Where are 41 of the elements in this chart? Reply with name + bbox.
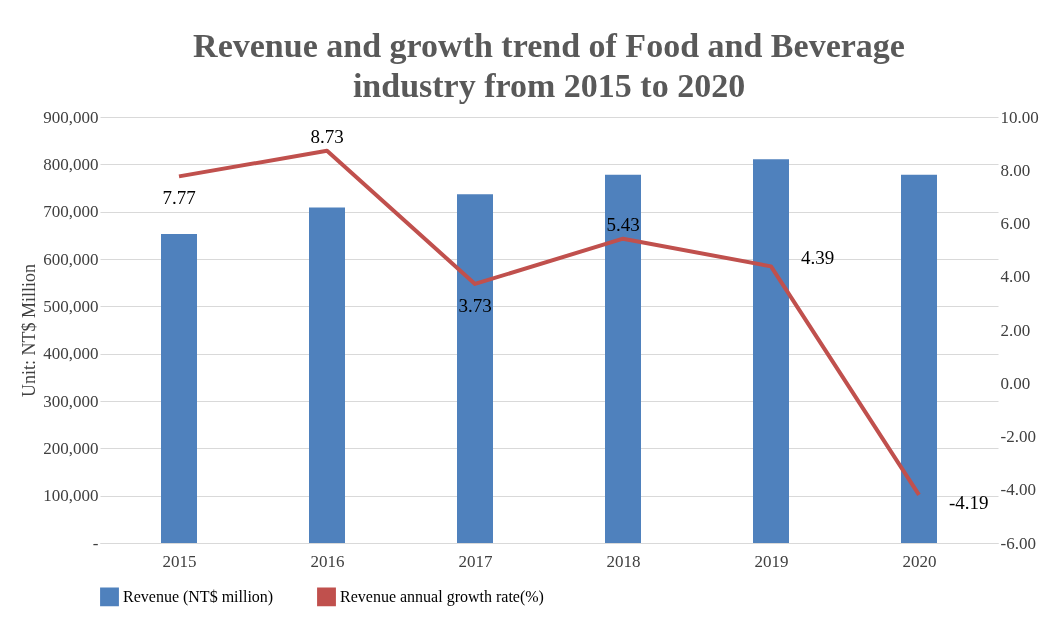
x-tick-label: 2016 <box>310 551 345 571</box>
data-label: -4.19 <box>949 491 989 513</box>
bar <box>309 207 345 543</box>
y-tick-label: 500,000 <box>43 296 99 316</box>
bar <box>161 233 197 543</box>
bar <box>753 159 789 543</box>
x-tick-label: 2020 <box>902 551 937 571</box>
data-label: 4.39 <box>801 247 835 269</box>
data-label: 8.73 <box>310 125 344 147</box>
y2-tick-label: -2.00 <box>1000 427 1036 446</box>
y-tick-label: - <box>92 533 99 553</box>
y-tick-label: 700,000 <box>43 202 99 222</box>
y-tick-label: 400,000 <box>43 344 99 364</box>
y-axis-title: Unit: NT$ Million <box>19 263 40 398</box>
data-label: 5.43 <box>606 213 640 235</box>
legend-label: Revenue annual growth rate(%) <box>340 587 544 606</box>
x-tick-label: 2015 <box>162 551 197 571</box>
y-tick-label: 300,000 <box>43 391 99 411</box>
x-tick-label: 2017 <box>458 551 493 571</box>
y2-tick-label: 2.00 <box>1000 320 1031 340</box>
x-tick-label: 2018 <box>606 551 641 571</box>
y-tick-label: 600,000 <box>43 249 99 269</box>
data-label: 7.77 <box>162 187 196 209</box>
x-tick-label: 2019 <box>754 551 789 571</box>
y2-tick-label: -6.00 <box>1000 533 1036 553</box>
y2-tick-label: -4.00 <box>1000 480 1036 500</box>
y2-tick-label: 4.00 <box>1000 267 1031 287</box>
y2-tick-label: 6.00 <box>1000 214 1031 233</box>
bar <box>605 174 641 543</box>
bar <box>901 174 937 543</box>
y2-tick-label: 8.00 <box>1000 160 1031 180</box>
chart-title: Revenue and growth trend of Food and Beverage industry from 2015 to 2020 <box>193 27 905 104</box>
y-tick-label: 100,000 <box>43 486 99 506</box>
data-label: 3.73 <box>458 294 492 316</box>
y-tick-label: 200,000 <box>43 438 99 458</box>
y-tick-label: 800,000 <box>43 154 99 174</box>
y2-tick-label: 10.00 <box>1000 107 1039 127</box>
bar <box>457 194 493 543</box>
y-tick-label: 900,000 <box>43 107 99 127</box>
legend-label: Revenue (NT$ million) <box>123 587 274 606</box>
y2-tick-label: 0.00 <box>1000 373 1031 393</box>
